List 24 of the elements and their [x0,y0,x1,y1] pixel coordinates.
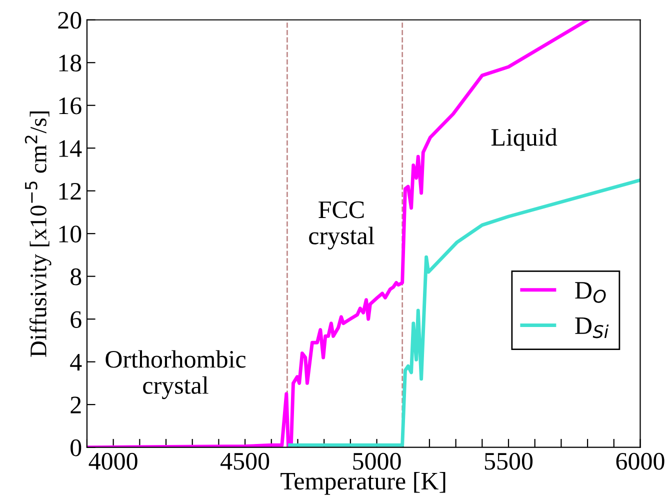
x-tick-label: 4500 [220,452,270,470]
y-tick-label: 14 [59,140,82,157]
y-tick-label: 0 [70,439,82,456]
y-tick-label: 20 [58,12,82,29]
line-series [288,178,640,447]
x-tick-label: 6000 [616,452,664,470]
x-tick-label: 5500 [484,452,533,470]
y-tick-label: 10 [59,226,82,243]
y-tick-label: 12 [59,182,81,200]
x-tick-label: 4000 [88,452,138,470]
legend-label: D$_{O}$ [575,282,606,303]
y-tick-label: 2 [70,396,81,414]
y-tick-label: 6 [70,311,82,328]
x-tick-label: 5000 [353,452,401,470]
y-axis-title: Diffusivity [x10$^{−5}$ cm$^{2}$/s] [24,112,52,357]
annotation: Orthorhombic crystal [106,350,246,400]
x-axis-title: Temperature [K] [280,472,446,495]
annotation: Liquid [491,128,558,151]
y-tick-label: 4 [70,354,82,370]
y-tick-label: 16 [59,97,82,114]
y-tick-label: 8 [70,268,82,286]
annotation: FCC crystal [309,201,374,250]
legend-label: D$_{Si}$ [575,317,609,338]
y-tick-label: 18 [59,54,82,72]
